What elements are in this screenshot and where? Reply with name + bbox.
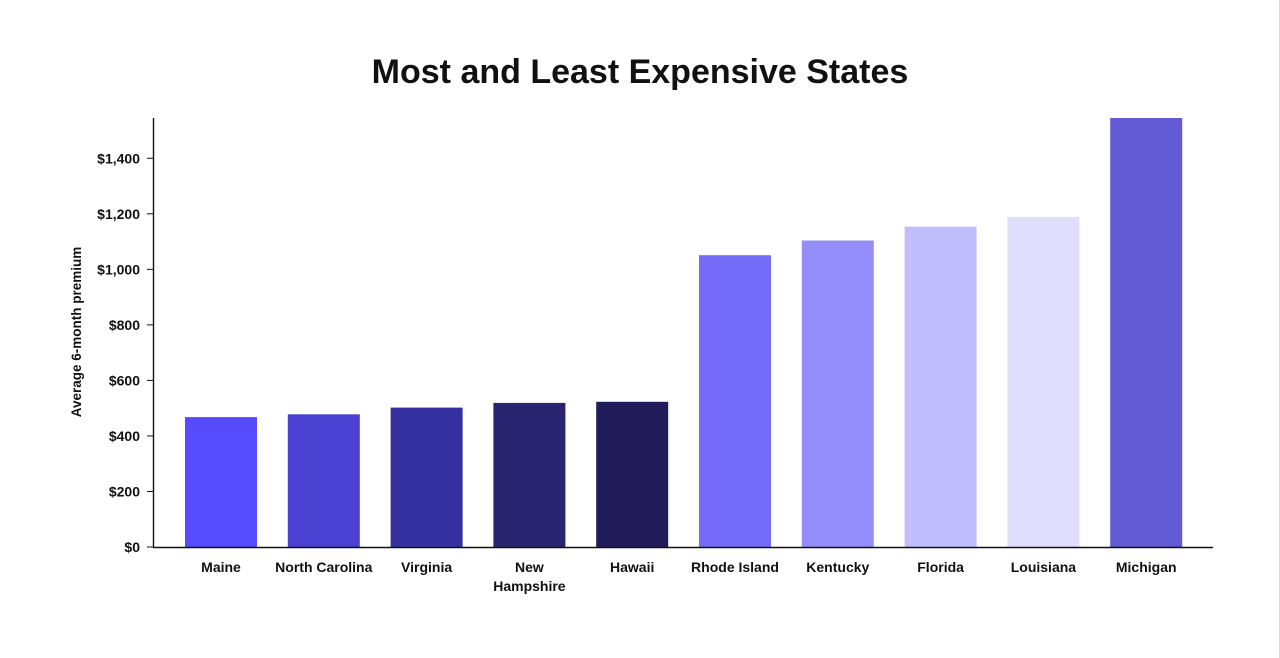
chart-title: Most and Least Expensive States bbox=[372, 53, 909, 91]
bars bbox=[185, 118, 1183, 547]
x-tick-label-line: North Carolina bbox=[275, 559, 372, 575]
x-tick-label-line: Maine bbox=[201, 559, 241, 575]
x-tick-label-line: Hampshire bbox=[493, 578, 566, 594]
x-tick-label: Rhode Island bbox=[691, 559, 779, 575]
y-tick-label: $600 bbox=[109, 372, 140, 388]
x-tick-label: Michigan bbox=[1116, 559, 1177, 575]
y-tick-label: $1,400 bbox=[97, 150, 140, 166]
x-tick-label-line: Virginia bbox=[401, 559, 452, 575]
x-tick-label: Louisiana bbox=[1011, 559, 1077, 575]
x-tick-label: Kentucky bbox=[806, 559, 869, 575]
x-tick-label-line: Hawaii bbox=[610, 559, 654, 575]
x-tick-label-line: Rhode Island bbox=[691, 559, 779, 575]
x-tick-label-line: Michigan bbox=[1116, 559, 1177, 575]
bar bbox=[1110, 118, 1183, 547]
x-tick-label: North Carolina bbox=[275, 559, 372, 575]
y-tick-label: $800 bbox=[109, 317, 140, 333]
bar bbox=[904, 226, 977, 547]
x-tick-label: Virginia bbox=[401, 559, 452, 575]
bar bbox=[1007, 216, 1080, 547]
bar bbox=[493, 402, 566, 547]
bar bbox=[287, 414, 360, 547]
x-tick-label: New Hampshire bbox=[493, 559, 566, 594]
x-tick-label: Hawaii bbox=[610, 559, 654, 575]
x-tick-label: Florida bbox=[917, 559, 964, 575]
x-tick-label-line: Louisiana bbox=[1011, 559, 1077, 575]
y-axis-title: Average 6-month premium bbox=[69, 247, 84, 418]
bar bbox=[801, 240, 874, 547]
bar bbox=[185, 417, 257, 547]
y-axis-ticks: $0 $200 $400 $600 $800 $1,000 $1,200 $1,400 bbox=[97, 150, 153, 555]
x-tick-label-line: Kentucky bbox=[806, 559, 869, 575]
x-tick-label-line: New bbox=[515, 559, 544, 575]
bar bbox=[390, 407, 463, 547]
x-tick-label: Maine bbox=[201, 559, 241, 575]
y-tick-label: $200 bbox=[109, 483, 140, 499]
bar bbox=[699, 255, 771, 547]
x-tick-label-line: Florida bbox=[917, 559, 964, 575]
y-tick-label: $1,200 bbox=[97, 206, 140, 222]
x-axis-labels: Maine North Carolina Virginia New Hampshire H… bbox=[201, 559, 1176, 594]
bar bbox=[596, 401, 669, 547]
y-tick-label: $400 bbox=[109, 428, 140, 444]
y-tick-label: $1,000 bbox=[97, 261, 140, 277]
y-tick-label: $0 bbox=[124, 539, 140, 555]
